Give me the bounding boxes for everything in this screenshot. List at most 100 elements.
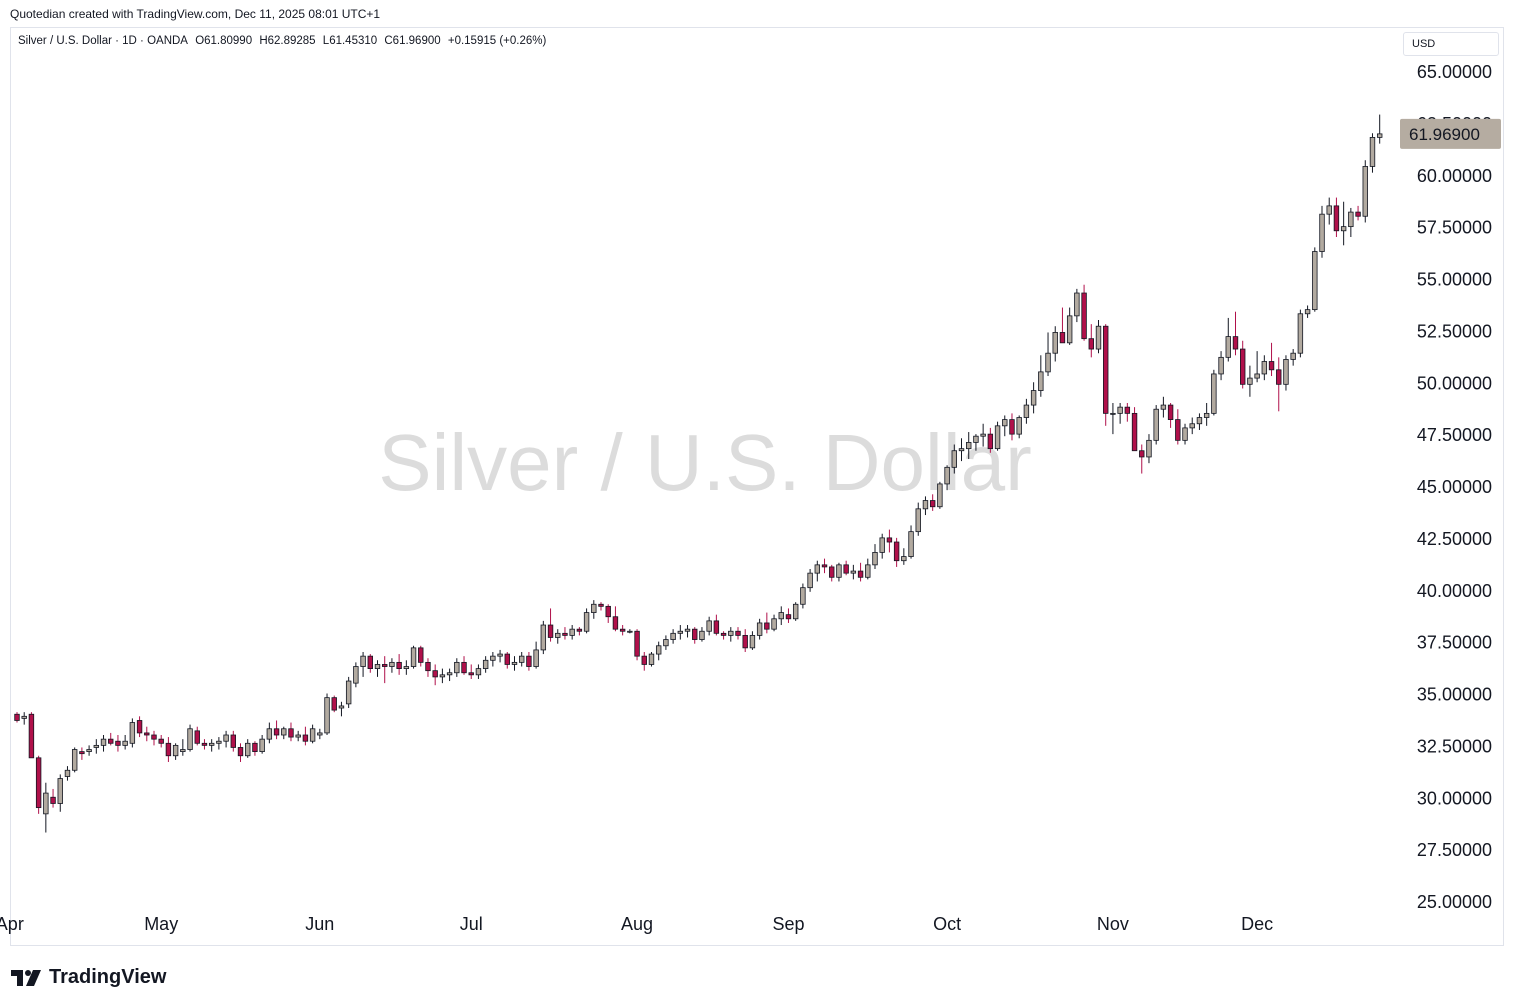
candle-body [562, 632, 568, 636]
candle [829, 564, 835, 582]
candle [194, 726, 200, 746]
tradingview-logo[interactable]: TradingView [11, 966, 166, 989]
candle [692, 627, 698, 644]
candle [165, 737, 172, 762]
candle-body [778, 612, 784, 620]
candle [1160, 396, 1167, 418]
price-tick-label: 45.00000 [1417, 477, 1492, 497]
candle-body [836, 564, 842, 578]
candle [1139, 444, 1145, 474]
legend-open: O61.80990 [195, 35, 253, 47]
candle [273, 720, 280, 740]
candle-body [302, 734, 309, 742]
candle-body [425, 661, 431, 672]
price-axis[interactable]: 65.0000062.5000060.0000057.5000055.00000… [1417, 62, 1492, 912]
candle-body [692, 628, 698, 640]
candle [172, 743, 179, 760]
candle [86, 745, 92, 756]
candle-body [21, 715, 27, 719]
candle [526, 652, 532, 671]
candle-body [1340, 226, 1347, 232]
candle-body [1268, 361, 1275, 371]
candle [619, 625, 626, 636]
candle [1247, 365, 1253, 397]
candle [850, 564, 857, 580]
candle [1203, 403, 1210, 426]
candle-body [713, 620, 720, 634]
candle [1103, 324, 1109, 426]
candle-body [1218, 356, 1224, 375]
candle-body [79, 751, 85, 755]
candle-body [1167, 404, 1174, 421]
candle [929, 494, 936, 511]
candle-body [50, 796, 56, 804]
candle [576, 627, 583, 636]
candle [1304, 305, 1311, 318]
candle-body [446, 672, 453, 676]
candle [432, 664, 438, 686]
candle-body [1103, 325, 1109, 414]
time-tick-label: Oct [933, 914, 961, 934]
candle-body [807, 572, 813, 589]
candle [1002, 415, 1008, 437]
candle [1081, 284, 1087, 341]
candle-body [1052, 332, 1058, 354]
candle [908, 525, 914, 559]
candle [699, 627, 705, 642]
candle-body [677, 630, 684, 634]
candle-body [454, 661, 460, 674]
candle [1261, 355, 1268, 381]
candle [35, 755, 42, 814]
candle [302, 726, 309, 746]
candle [353, 662, 359, 688]
candle-body [86, 749, 92, 753]
time-axis[interactable]: Apr May Jun Jul Aug Sep Oct Nov Dec [0, 914, 1273, 934]
candle [382, 656, 388, 684]
candle-body [216, 740, 222, 744]
price-tick-label: 47.50000 [1417, 425, 1492, 445]
candle [1196, 413, 1203, 430]
candle-body [533, 649, 539, 667]
candle [374, 660, 381, 677]
candle-body [1362, 166, 1368, 217]
candle [14, 712, 20, 723]
candle [519, 652, 525, 667]
candle [1153, 405, 1159, 445]
candle [583, 608, 590, 634]
candle [1297, 309, 1304, 358]
candle-body [115, 740, 121, 746]
time-tick-label: Dec [1241, 914, 1273, 934]
candles [14, 114, 1383, 833]
price-tick-label: 42.50000 [1417, 529, 1492, 549]
candle-body [1348, 211, 1354, 228]
legend-close: C61.96900 [384, 35, 441, 47]
candle-body [1081, 292, 1087, 340]
candle-body [1369, 136, 1376, 167]
candle [223, 730, 229, 748]
candle [389, 658, 395, 673]
candle [490, 652, 496, 667]
candle [958, 438, 965, 462]
candle [71, 747, 78, 773]
candle-body [879, 537, 885, 553]
candle-body [684, 628, 691, 632]
candle [1052, 326, 1058, 362]
currency-selector[interactable]: USD [1403, 32, 1499, 56]
candle-body [771, 618, 777, 630]
candle-body [1312, 251, 1318, 311]
candle [1016, 415, 1022, 439]
candle [980, 423, 986, 447]
candle-body [555, 632, 561, 638]
last-price-label: 61.96900 [1409, 125, 1480, 144]
candle [396, 654, 402, 675]
candle [1268, 342, 1275, 377]
candle [951, 444, 957, 474]
candle [1276, 357, 1282, 412]
candle [1333, 197, 1340, 237]
time-tick-label: Sep [772, 914, 804, 934]
candle-body [490, 655, 496, 661]
candle [1023, 398, 1030, 424]
candle-body [720, 632, 727, 636]
candle-body [345, 680, 352, 705]
